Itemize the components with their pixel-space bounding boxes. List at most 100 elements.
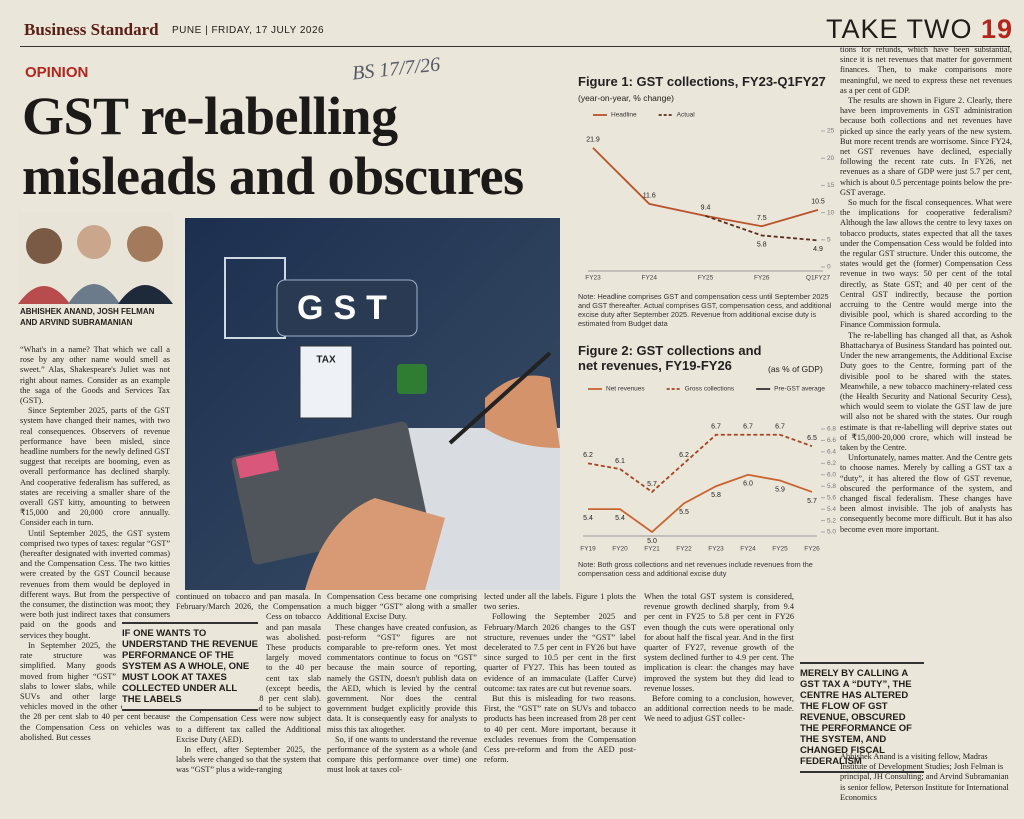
data-label: 7.5: [757, 215, 767, 222]
data-label: 6.7: [743, 424, 753, 431]
header-rule: [20, 46, 1010, 47]
x-tick-label: FY19: [580, 546, 596, 553]
author-body: [18, 286, 70, 304]
data-label: 5.7: [807, 498, 817, 505]
data-label: 6.7: [711, 424, 721, 431]
legend-label: Pre-GST average: [774, 386, 825, 393]
image-text: GST: [297, 289, 397, 327]
data-label: 9.4: [701, 205, 711, 212]
paragraph: So, if one wants to understand the reven…: [327, 734, 477, 775]
paragraph: These changes have created confusion, as…: [327, 622, 477, 734]
author-head: [77, 225, 111, 259]
y-tick-label: 0: [827, 264, 831, 271]
y-tick-label: 5.6: [827, 494, 836, 501]
headline-line: misleads and obscures: [22, 146, 524, 206]
hand: [305, 498, 445, 590]
x-tick-label: FY23: [708, 546, 724, 553]
y-tick-label: 5: [827, 237, 831, 244]
data-label: 6.2: [679, 452, 689, 459]
paragraph: tions for refunds, which have been subst…: [840, 45, 1012, 95]
data-label: 6.2: [583, 452, 593, 459]
handwriting: BS 17/7/26: [351, 53, 442, 85]
paragraph: Since September 2025, parts of the GST s…: [20, 406, 170, 528]
data-label: 6.0: [743, 481, 753, 488]
y-tick-label: 5.8: [827, 483, 836, 490]
paragraph: Before coming to a conclusion, however, …: [644, 694, 794, 724]
data-label: 21.9: [586, 137, 600, 144]
figure-note: Note: Both gross collections and net rev…: [578, 560, 813, 578]
paragraph: So much for the fiscal consequences. Wha…: [840, 198, 1012, 330]
y-tick-label: 6.2: [827, 460, 836, 467]
figure-title: Figure 2: GST collections and net revenu…: [578, 343, 762, 373]
data-label: 5.4: [615, 515, 625, 522]
kicker: OPINION: [25, 64, 89, 81]
figure-subtitle: (as % of GDP): [768, 364, 823, 374]
data-label: 10.5: [811, 199, 825, 206]
y-tick-label: 10: [827, 209, 835, 216]
check-icon: [397, 364, 427, 394]
column: Compensation Cess became one comprising …: [327, 592, 477, 800]
y-tick-label: 6.8: [827, 426, 836, 433]
paragraph: Following the September 2025 and Februar…: [484, 612, 636, 693]
y-tick-label: 20: [827, 155, 835, 162]
y-tick-label: 25: [827, 128, 835, 135]
legend-label: Gross collections: [685, 386, 735, 393]
date: FRIDAY, 17 JULY 2026: [211, 25, 325, 36]
x-tick-label: FY26: [804, 546, 820, 553]
column: When the total GST system is considered,…: [644, 592, 794, 800]
y-tick-label: 5.0: [827, 529, 836, 536]
legend-label: Actual: [677, 112, 696, 119]
author-body: [118, 285, 173, 304]
data-label: 5.7: [647, 481, 657, 488]
edition: PUNE: [172, 25, 202, 36]
paragraph: The re-labelling has changed all that, a…: [840, 330, 1012, 452]
x-tick-label: Q1FY27: [806, 275, 831, 282]
series-line: [588, 473, 813, 534]
chart: 0 5 10 15 20 25 FY23 FY24 FY25 FY26 Q1FY27 Headline…: [585, 112, 835, 282]
data-label: 6.1: [615, 458, 625, 465]
gst-card: [276, 279, 418, 337]
data-label: 6.7: [775, 424, 785, 431]
data-label: 6.5: [807, 435, 817, 442]
author-photos: [18, 212, 173, 304]
data-label: 5.8: [757, 241, 767, 248]
series-line: [587, 433, 813, 494]
y-tick-label: 6.6: [827, 437, 836, 444]
x-tick-label: FY23: [585, 275, 601, 282]
author-head: [26, 228, 62, 264]
x-tick-label: FY25: [698, 275, 714, 282]
y-tick-label: 6.0: [827, 471, 836, 478]
author-body: [68, 284, 120, 304]
y-tick-label: 15: [827, 182, 835, 189]
data-label: 5.0: [647, 538, 657, 545]
author-bio: Abhishek Anand is a visiting fellow, Mad…: [840, 752, 1009, 800]
column: tions for refunds, which have been subst…: [840, 45, 1012, 750]
column: lected under all the labels. Figure 1 pl…: [484, 592, 636, 800]
legend-label: Net revenues: [606, 386, 645, 393]
masthead: Business Standard: [24, 20, 159, 39]
section-name: TAKE TWO 19: [826, 14, 1013, 45]
x-tick-label: FY25: [772, 546, 788, 553]
paragraph: Compensation Cess became one comprising …: [327, 592, 477, 622]
x-tick-label: FY26: [754, 275, 770, 282]
x-tick-label: FY22: [676, 546, 692, 553]
x-tick-label: FY20: [612, 546, 628, 553]
data-label: 11.6: [643, 193, 656, 200]
x-tick-label: FY24: [641, 275, 657, 282]
data-label: 5.9: [775, 486, 785, 493]
column: “What's in a name? That which we call a …: [20, 345, 170, 800]
dateline: PUNE | FRIDAY, 17 JULY 2026: [172, 25, 325, 36]
paragraph: Unfortunately, names matter. And the Cen…: [840, 453, 1012, 534]
chart: 5.0 5.2 5.4 5.6 5.8 6.0 6.2 6.4 6.6 6.8 FY19 FY20 FY…: [580, 386, 836, 553]
headline-line: GST re-labelling: [22, 86, 398, 146]
image-text: TAX: [316, 355, 336, 366]
x-tick-label: FY21: [644, 546, 660, 553]
paragraph: When the total GST system is considered,…: [644, 592, 794, 693]
y-tick-label: 5.4: [827, 506, 836, 513]
pull-quote: IF ONE WANTS TO UNDERSTAND THE REVENUE P…: [122, 622, 258, 711]
pen: [448, 351, 552, 445]
paragraph: In effect, after September 2025, the lab…: [176, 745, 321, 775]
paragraph: In September 2025, the rate structure wa…: [20, 640, 170, 742]
pull-quote: MERELY BY CALLING A GST TAX A “DUTY”, TH…: [800, 662, 924, 773]
data-label: 5.4: [583, 515, 593, 522]
